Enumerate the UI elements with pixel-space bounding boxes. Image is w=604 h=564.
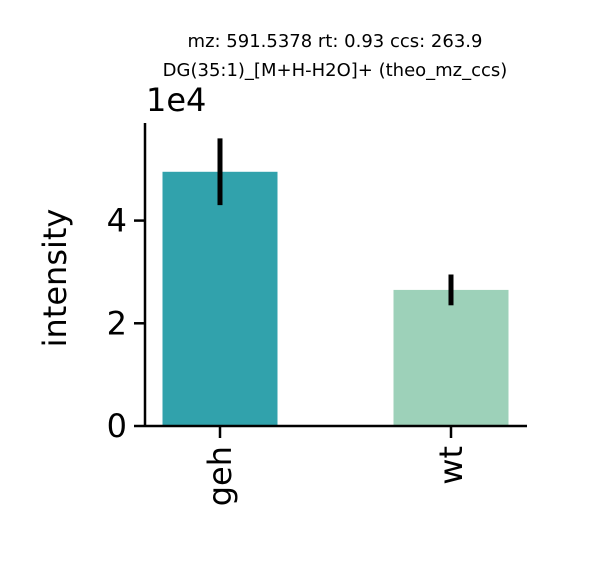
y-tick-label-2: 2 <box>107 304 127 342</box>
bar-wt <box>393 289 509 426</box>
y-tick-label-4: 4 <box>107 202 127 240</box>
axes-group <box>143 123 527 428</box>
y-axis-offset-label: 1e4 <box>146 81 206 119</box>
x-tick-label-geh: geh <box>201 446 239 506</box>
x-ticks-group: geh wt <box>201 426 470 506</box>
y-ticks-group: 0 2 4 <box>107 202 145 445</box>
x-tick-label-wt: wt <box>432 446 470 485</box>
bars-group <box>162 171 509 426</box>
bar-geh <box>162 171 278 426</box>
chart-title-line1: mz: 591.5378 rt: 0.93 ccs: 263.9 <box>188 31 483 52</box>
chart-title-line2: DG(35:1)_[M+H-H2O]+ (theo_mz_ccs) <box>163 60 508 81</box>
y-axis-label: intensity <box>36 209 74 348</box>
error-bars-group <box>217 138 454 306</box>
y-tick-label-0: 0 <box>107 407 127 445</box>
